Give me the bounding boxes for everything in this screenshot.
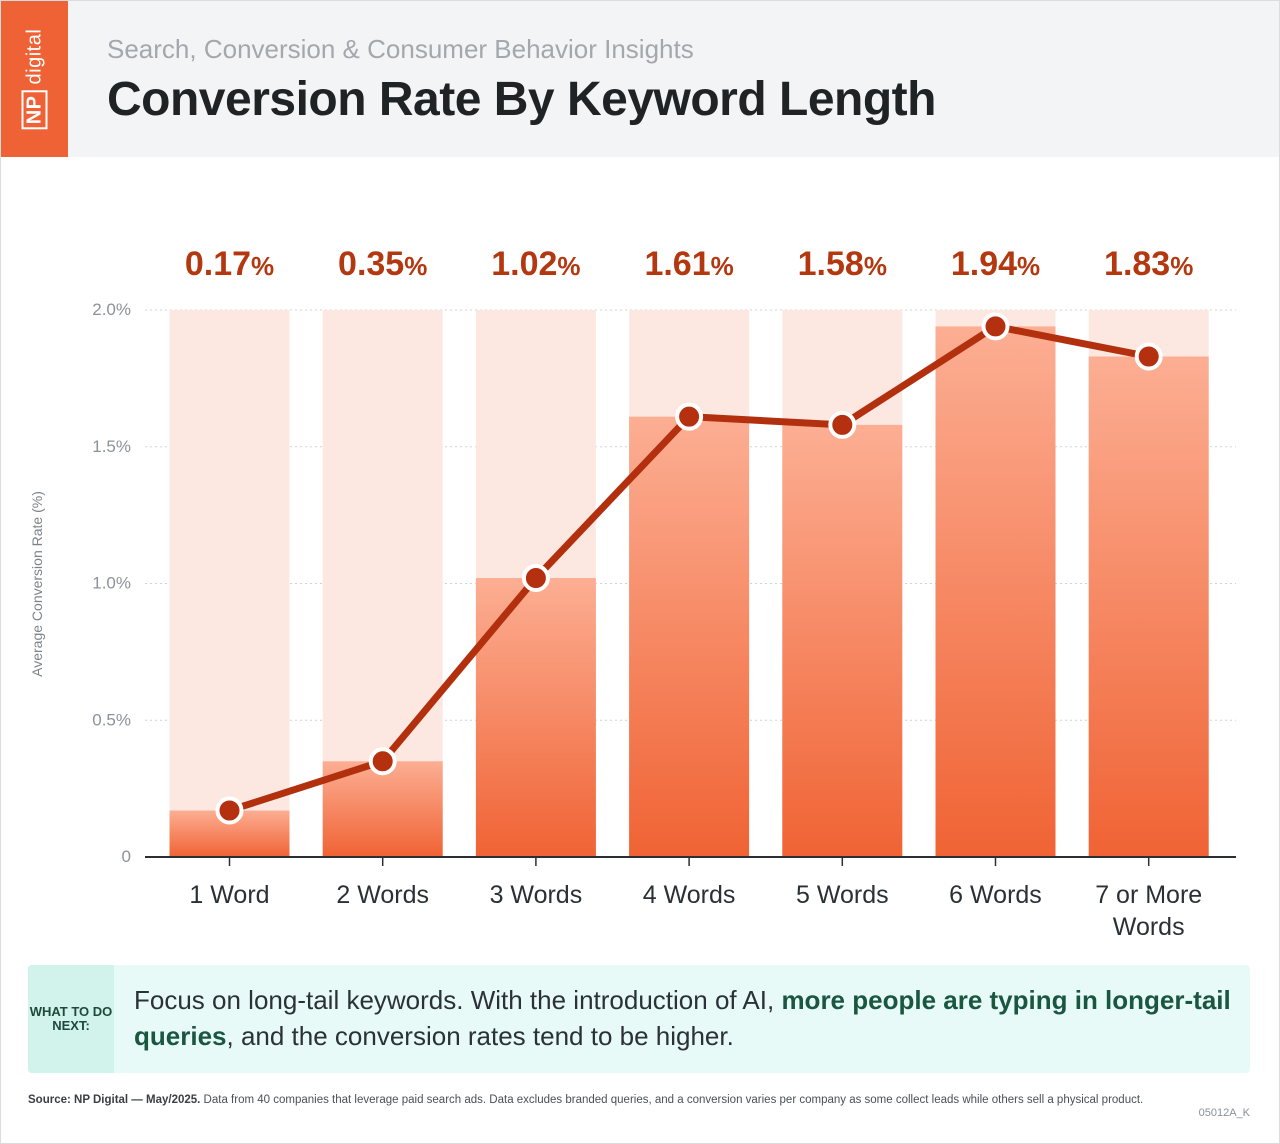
value-label: 1.02% (491, 245, 580, 283)
x-tick-label: 4 Words (643, 881, 736, 909)
y-axis-label: Average Conversion Rate (%) (29, 491, 45, 677)
x-tick-label: 7 or More (1095, 881, 1202, 909)
y-tick-labels: 0 0.5% 1.0% 1.5% 2.0% (92, 300, 131, 866)
callout-text-end: , and the conversion rates tend to be hi… (226, 1021, 734, 1051)
value-labels: 0.17% 0.35% 1.02% 1.61% 1.58% 1.94% 1.83% (185, 245, 1194, 283)
bar-line-chart: 0 0.5% 1.0% 1.5% 2.0% 1 Word 2 Words 3 Words 4 … (29, 245, 1236, 941)
bar (1088, 356, 1209, 857)
logo-digital: digital (23, 28, 46, 85)
page-title: Conversion Rate By Keyword Length (107, 73, 936, 126)
x-tick-label: 6 Words (949, 881, 1042, 909)
data-point (828, 410, 857, 439)
y-tick-label: 1.5% (92, 437, 131, 456)
x-tick-label: 2 Words (336, 881, 429, 909)
callout-tag: WHAT TO DO NEXT: (28, 965, 114, 1073)
logo-text: NP digital (21, 28, 48, 130)
what-to-do-next-callout: WHAT TO DO NEXT: Focus on long-tail keyw… (28, 965, 1250, 1073)
graphic-code: 05012A_K (1198, 1107, 1250, 1119)
source-text: Data from 40 companies that leverage pai… (200, 1094, 1144, 1106)
bar (782, 424, 903, 857)
bar (475, 578, 596, 857)
x-tick-label: 3 Words (490, 881, 583, 909)
brand-logo: NP digital (1, 1, 68, 157)
bar-background (169, 310, 290, 857)
value-label: 1.83% (1104, 245, 1193, 283)
y-tick-label: 1.0% (92, 574, 131, 593)
x-tick-label: Words (1113, 913, 1185, 941)
value-label: 1.61% (644, 245, 733, 283)
y-tick-label: 0.5% (92, 710, 131, 729)
x-tick-label: 5 Words (796, 881, 889, 909)
bars (169, 326, 1209, 857)
data-point (1134, 342, 1163, 371)
value-label: 1.58% (798, 245, 887, 283)
callout-text-bold: more people are typing in longer-tail qu… (134, 985, 1231, 1051)
callout-text-start: Focus on long-tail keywords. With the in… (134, 985, 782, 1015)
callout-text: Focus on long-tail keywords. With the in… (134, 982, 1234, 1054)
data-point (521, 564, 550, 593)
value-label: 1.94% (951, 245, 1040, 283)
data-point (368, 747, 397, 776)
data-point (981, 312, 1010, 341)
source-bold: Source: NP Digital — May/2025. (28, 1094, 201, 1106)
data-point (675, 402, 704, 431)
bar (935, 326, 1056, 857)
data-points (215, 312, 1163, 825)
value-label: 0.17% (185, 245, 274, 283)
data-point (215, 796, 244, 825)
page-subtitle: Search, Conversion & Consumer Behavior I… (107, 34, 694, 64)
x-tick-label: 1 Word (189, 881, 269, 909)
x-tick-labels: 1 Word 2 Words 3 Words 4 Words 5 Words 6 Word… (189, 881, 1202, 941)
y-tick-label: 0 (122, 847, 131, 866)
source-note: Source: NP Digital — May/2025. Data from… (28, 1093, 1178, 1107)
bar (629, 416, 750, 857)
logo-np: NP (21, 90, 48, 130)
x-axis (145, 856, 1236, 866)
y-tick-label: 2.0% (92, 300, 131, 319)
value-label: 0.35% (338, 245, 427, 283)
header-band (1, 1, 1279, 157)
